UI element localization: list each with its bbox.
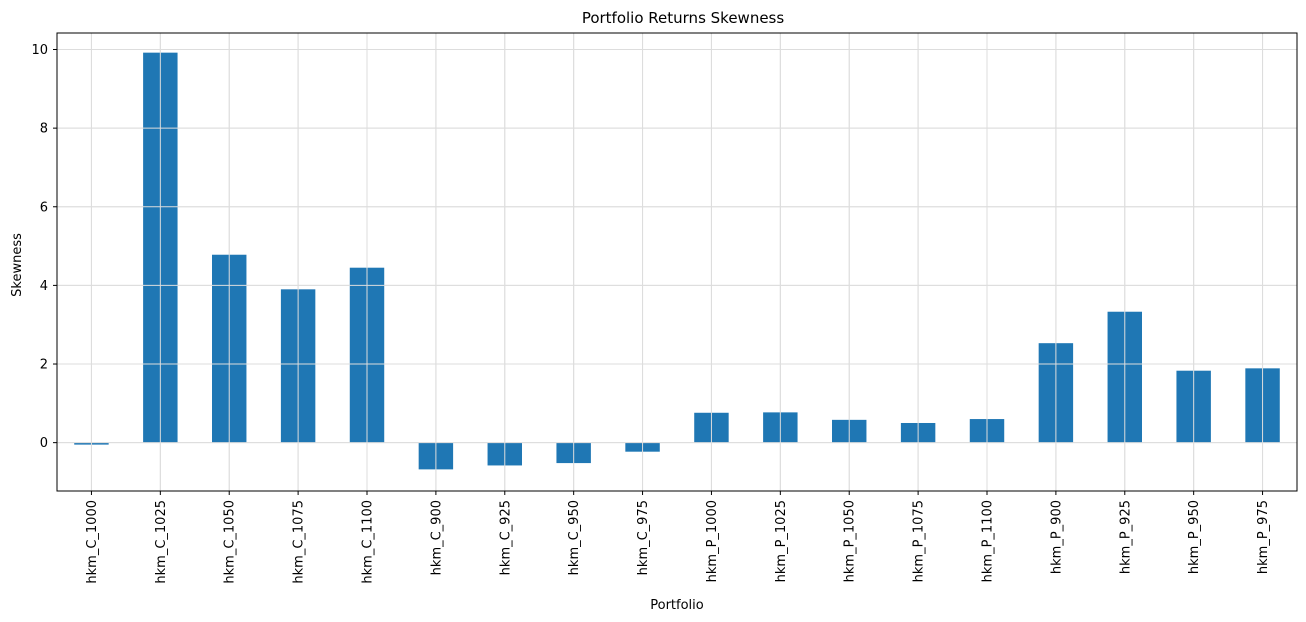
x-tick-label: hkm_P_900	[1049, 500, 1064, 574]
x-tick-label: hkm_P_975	[1256, 500, 1271, 574]
x-tick-label: hkm_C_975	[636, 500, 651, 575]
x-axis-label: Portfolio	[650, 598, 704, 613]
x-ticks: hkm_C_1000 hkm_C_1025 hkm_C_1050 hkm_C_1075…	[85, 491, 1271, 584]
x-tick-label: hkm_C_1000	[85, 500, 100, 584]
x-tick-label: hkm_P_1025	[774, 500, 789, 582]
y-axis-label: Skewness	[10, 233, 25, 297]
plot-frame	[56, 32, 1298, 492]
bars	[74, 52, 1280, 470]
x-tick-label: hkm_C_1075	[292, 500, 307, 584]
x-tick-label: hkm_P_1100	[981, 500, 996, 582]
x-tick-label: hkm_C_1050	[223, 500, 238, 584]
y-tick-label: 6	[40, 200, 48, 215]
x-tick-label: hkm_P_1050	[843, 500, 858, 582]
x-tick-label: hkm_C_1100	[361, 500, 376, 584]
x-tick-label: hkm_C_1025	[154, 500, 169, 584]
grid-overlay	[57, 33, 1297, 491]
y-tick-label: 4	[40, 279, 48, 294]
x-tick-label: hkm_P_925	[1118, 500, 1133, 574]
y-tick-label: 10	[31, 43, 48, 58]
chart-title: Portfolio Returns Skewness	[582, 9, 785, 27]
y-tick-label: 8	[40, 122, 48, 137]
x-tick-label: hkm_P_1075	[912, 500, 927, 582]
x-tick-label: hkm_P_1000	[705, 500, 720, 582]
y-tick-label: 0	[40, 436, 48, 451]
x-tick-label: hkm_P_950	[1187, 500, 1202, 574]
x-tick-label: hkm_C_925	[498, 500, 513, 575]
y-ticks: 0 2 4 6 8 10	[31, 43, 57, 451]
x-tick-label: hkm_C_950	[567, 500, 582, 575]
x-tick-label: hkm_C_900	[429, 500, 444, 575]
y-tick-label: 2	[40, 358, 48, 373]
